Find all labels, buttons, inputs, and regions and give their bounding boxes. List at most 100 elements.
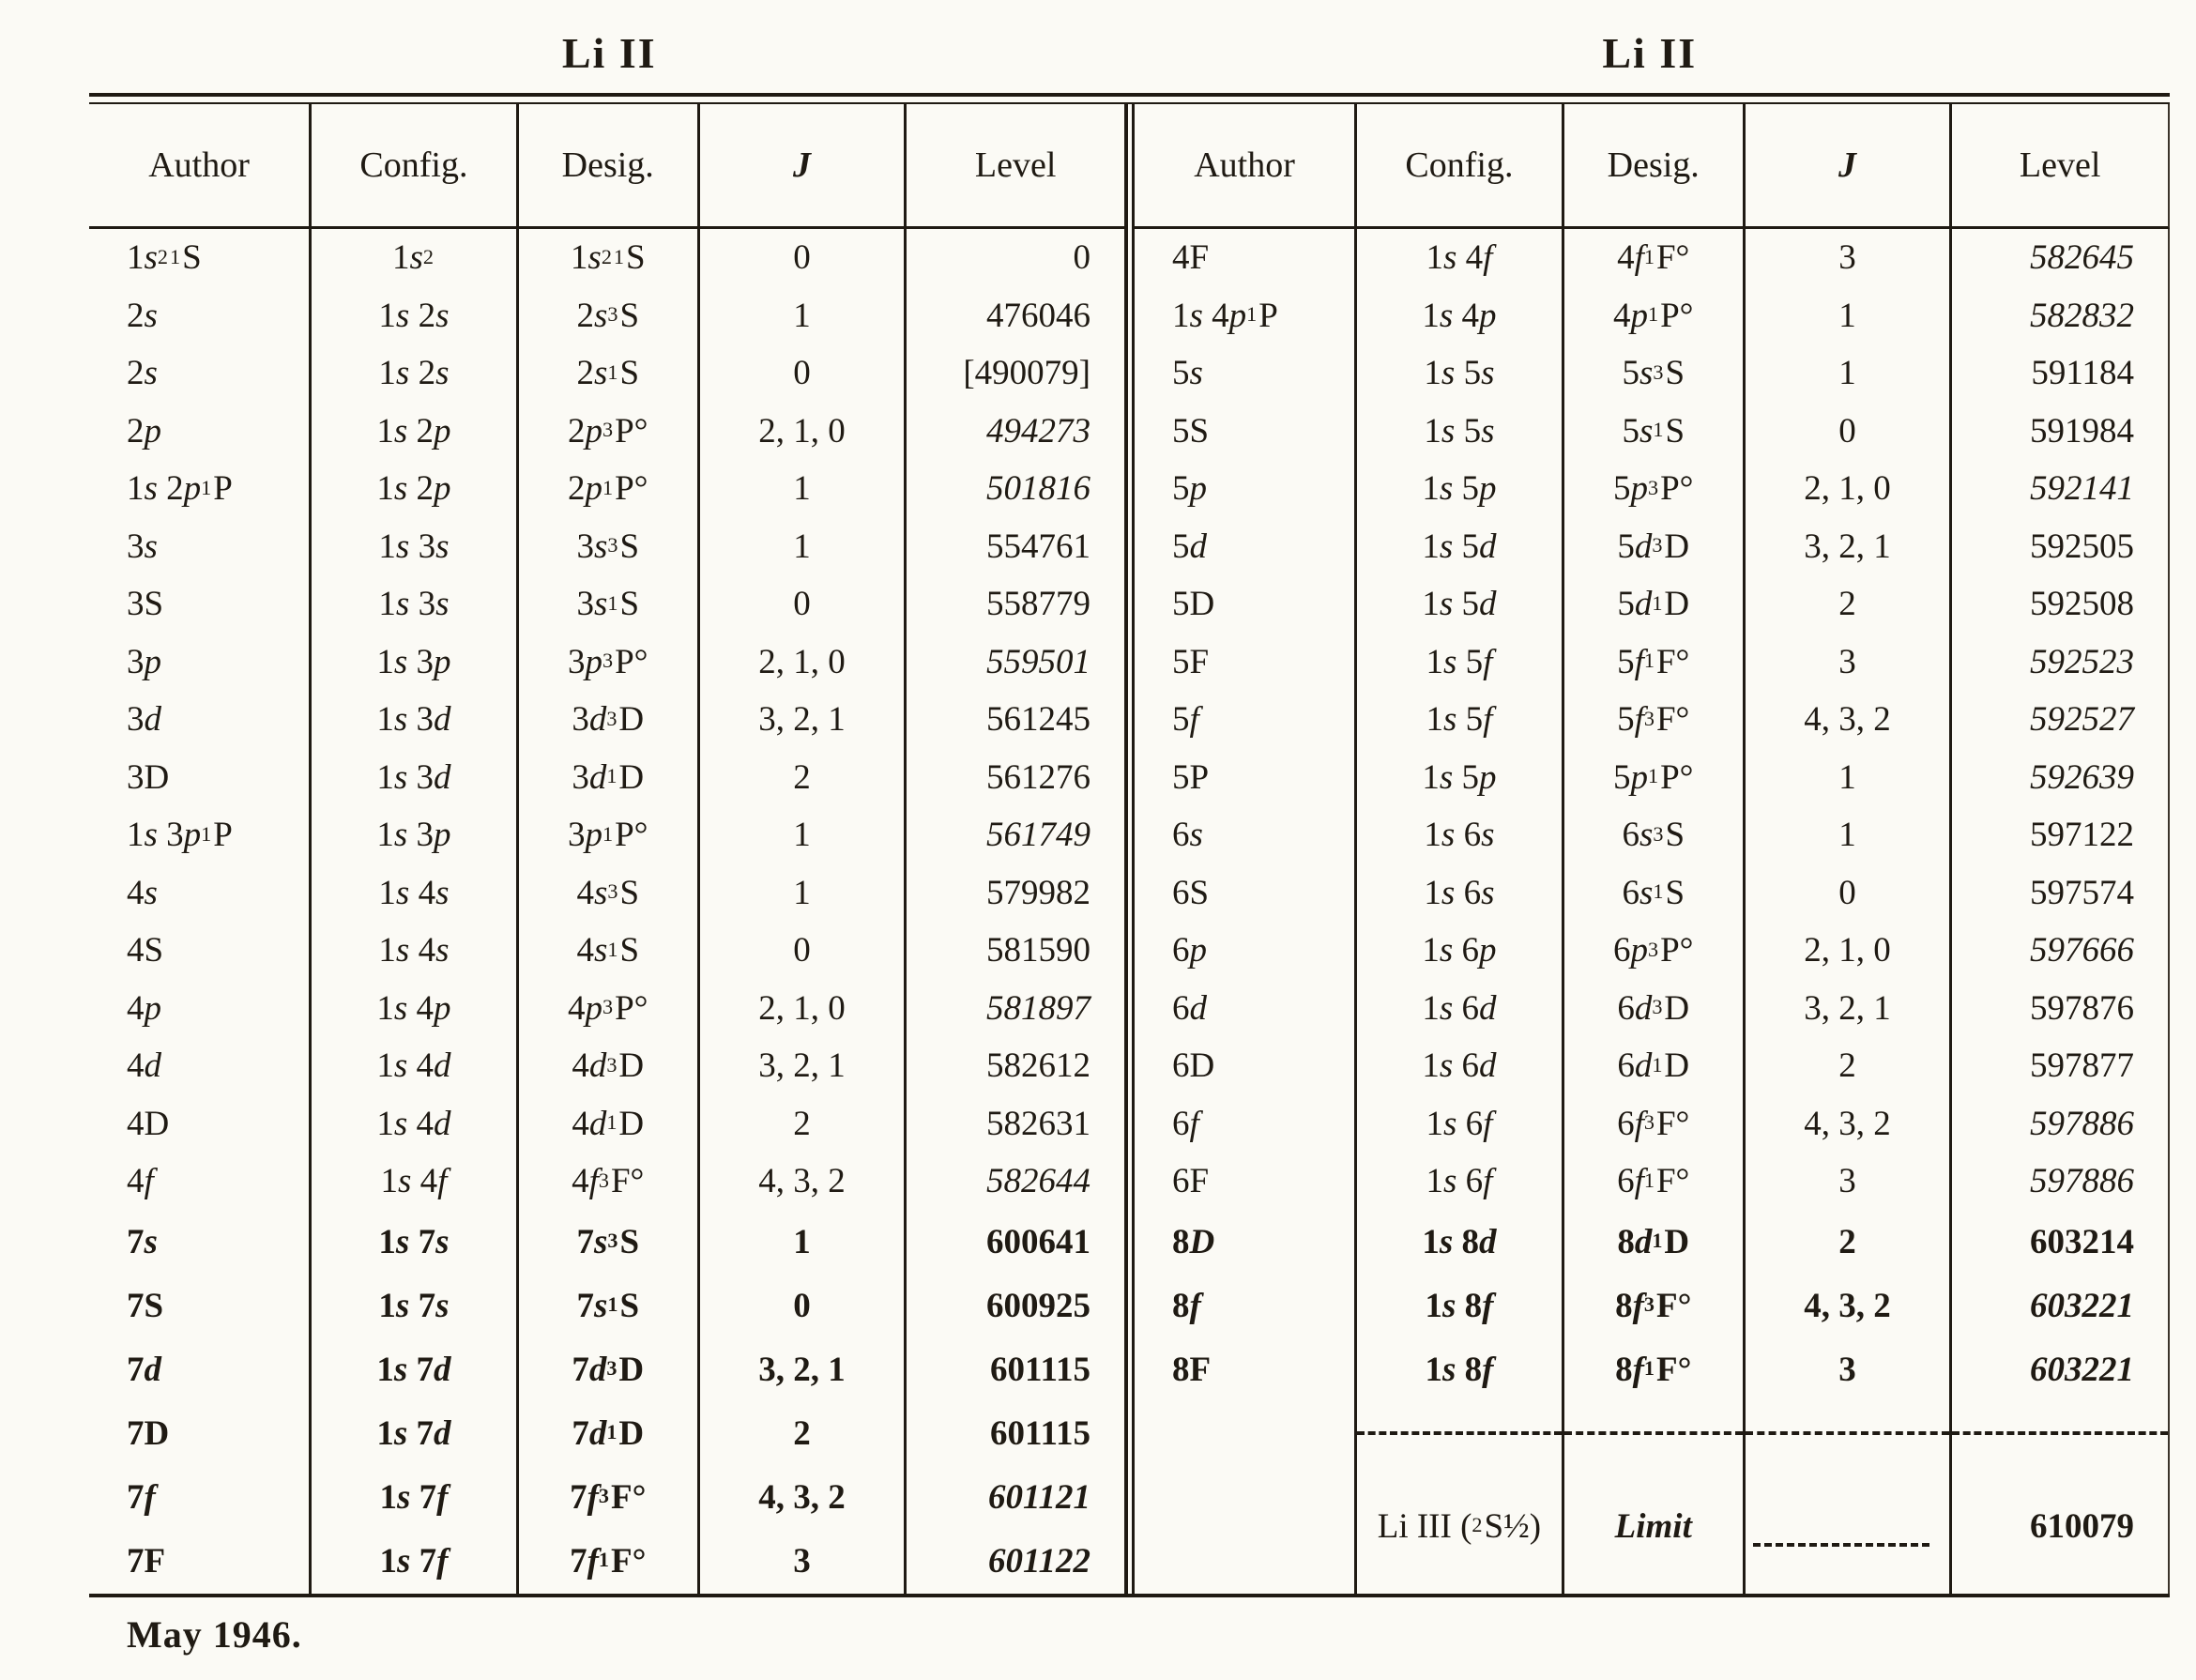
- cell-level: 601121: [988, 1478, 1090, 1517]
- cell-author: 7D: [89, 1401, 313, 1466]
- column-header-level: Level: [907, 104, 1124, 229]
- cell-j: 1: [700, 863, 907, 922]
- cell-j: 3, 2, 1: [700, 691, 907, 749]
- cell-j: 2: [700, 1401, 907, 1466]
- column-header-desig: Desig.: [1563, 104, 1746, 229]
- table-title-right: Li II: [1602, 29, 1698, 77]
- cell-j: 1: [700, 1210, 907, 1275]
- cell-j: 3, 2, 1: [1746, 979, 1953, 1037]
- cell-j: 4, 3, 2: [1746, 1274, 1953, 1338]
- cell-j: 3: [1746, 1153, 1953, 1211]
- cell-j: 2: [700, 1094, 907, 1153]
- cell-level: 600925: [985, 1287, 1090, 1325]
- column-header-config: Config.: [1357, 104, 1564, 229]
- cell-empty: [1135, 1459, 1358, 1594]
- cell-level: 581590: [985, 931, 1090, 970]
- cell-level: 558779: [985, 585, 1090, 624]
- cell-author: 6S: [1135, 863, 1358, 922]
- cell-j: 0: [700, 229, 907, 287]
- cell-level: 597886: [1952, 1094, 2170, 1153]
- cell-level: 579982: [985, 873, 1090, 912]
- cell-j: 0: [700, 922, 907, 980]
- cell-level: 597876: [1952, 979, 2170, 1037]
- cell-level: 601122: [988, 1542, 1090, 1581]
- cell-j: 4, 3, 2: [1746, 1094, 1953, 1153]
- cell-author: 5S: [1135, 402, 1358, 460]
- cell-j: 3: [1746, 229, 1953, 287]
- cell-j: 1: [700, 286, 907, 344]
- cell-level: 582644: [985, 1162, 1090, 1201]
- cell-j: 1: [1746, 344, 1953, 403]
- cell-level: 601115: [990, 1351, 1090, 1389]
- cell-level: 597574: [1952, 863, 2170, 922]
- cell-empty: [1135, 1401, 1358, 1460]
- cell-j: 2, 1, 0: [700, 633, 907, 691]
- cell-level: 603221: [1952, 1337, 2170, 1402]
- cell-level: 554761: [985, 527, 1090, 566]
- column-header-desig: Desig.: [518, 104, 700, 229]
- cell-author: 4D: [89, 1094, 313, 1153]
- cell-level: 592508: [1952, 575, 2170, 634]
- cell-j: 2, 1, 0: [1746, 922, 1953, 980]
- column-header-level: Level: [1952, 104, 2170, 229]
- cell-level: 559501: [985, 642, 1090, 681]
- limit-dash: [1746, 1459, 1953, 1594]
- cell-author: 3S: [89, 575, 313, 634]
- cell-j: 4, 3, 2: [1746, 691, 1953, 749]
- table-title-left: Li II: [561, 29, 657, 77]
- cell-j: 0: [700, 575, 907, 634]
